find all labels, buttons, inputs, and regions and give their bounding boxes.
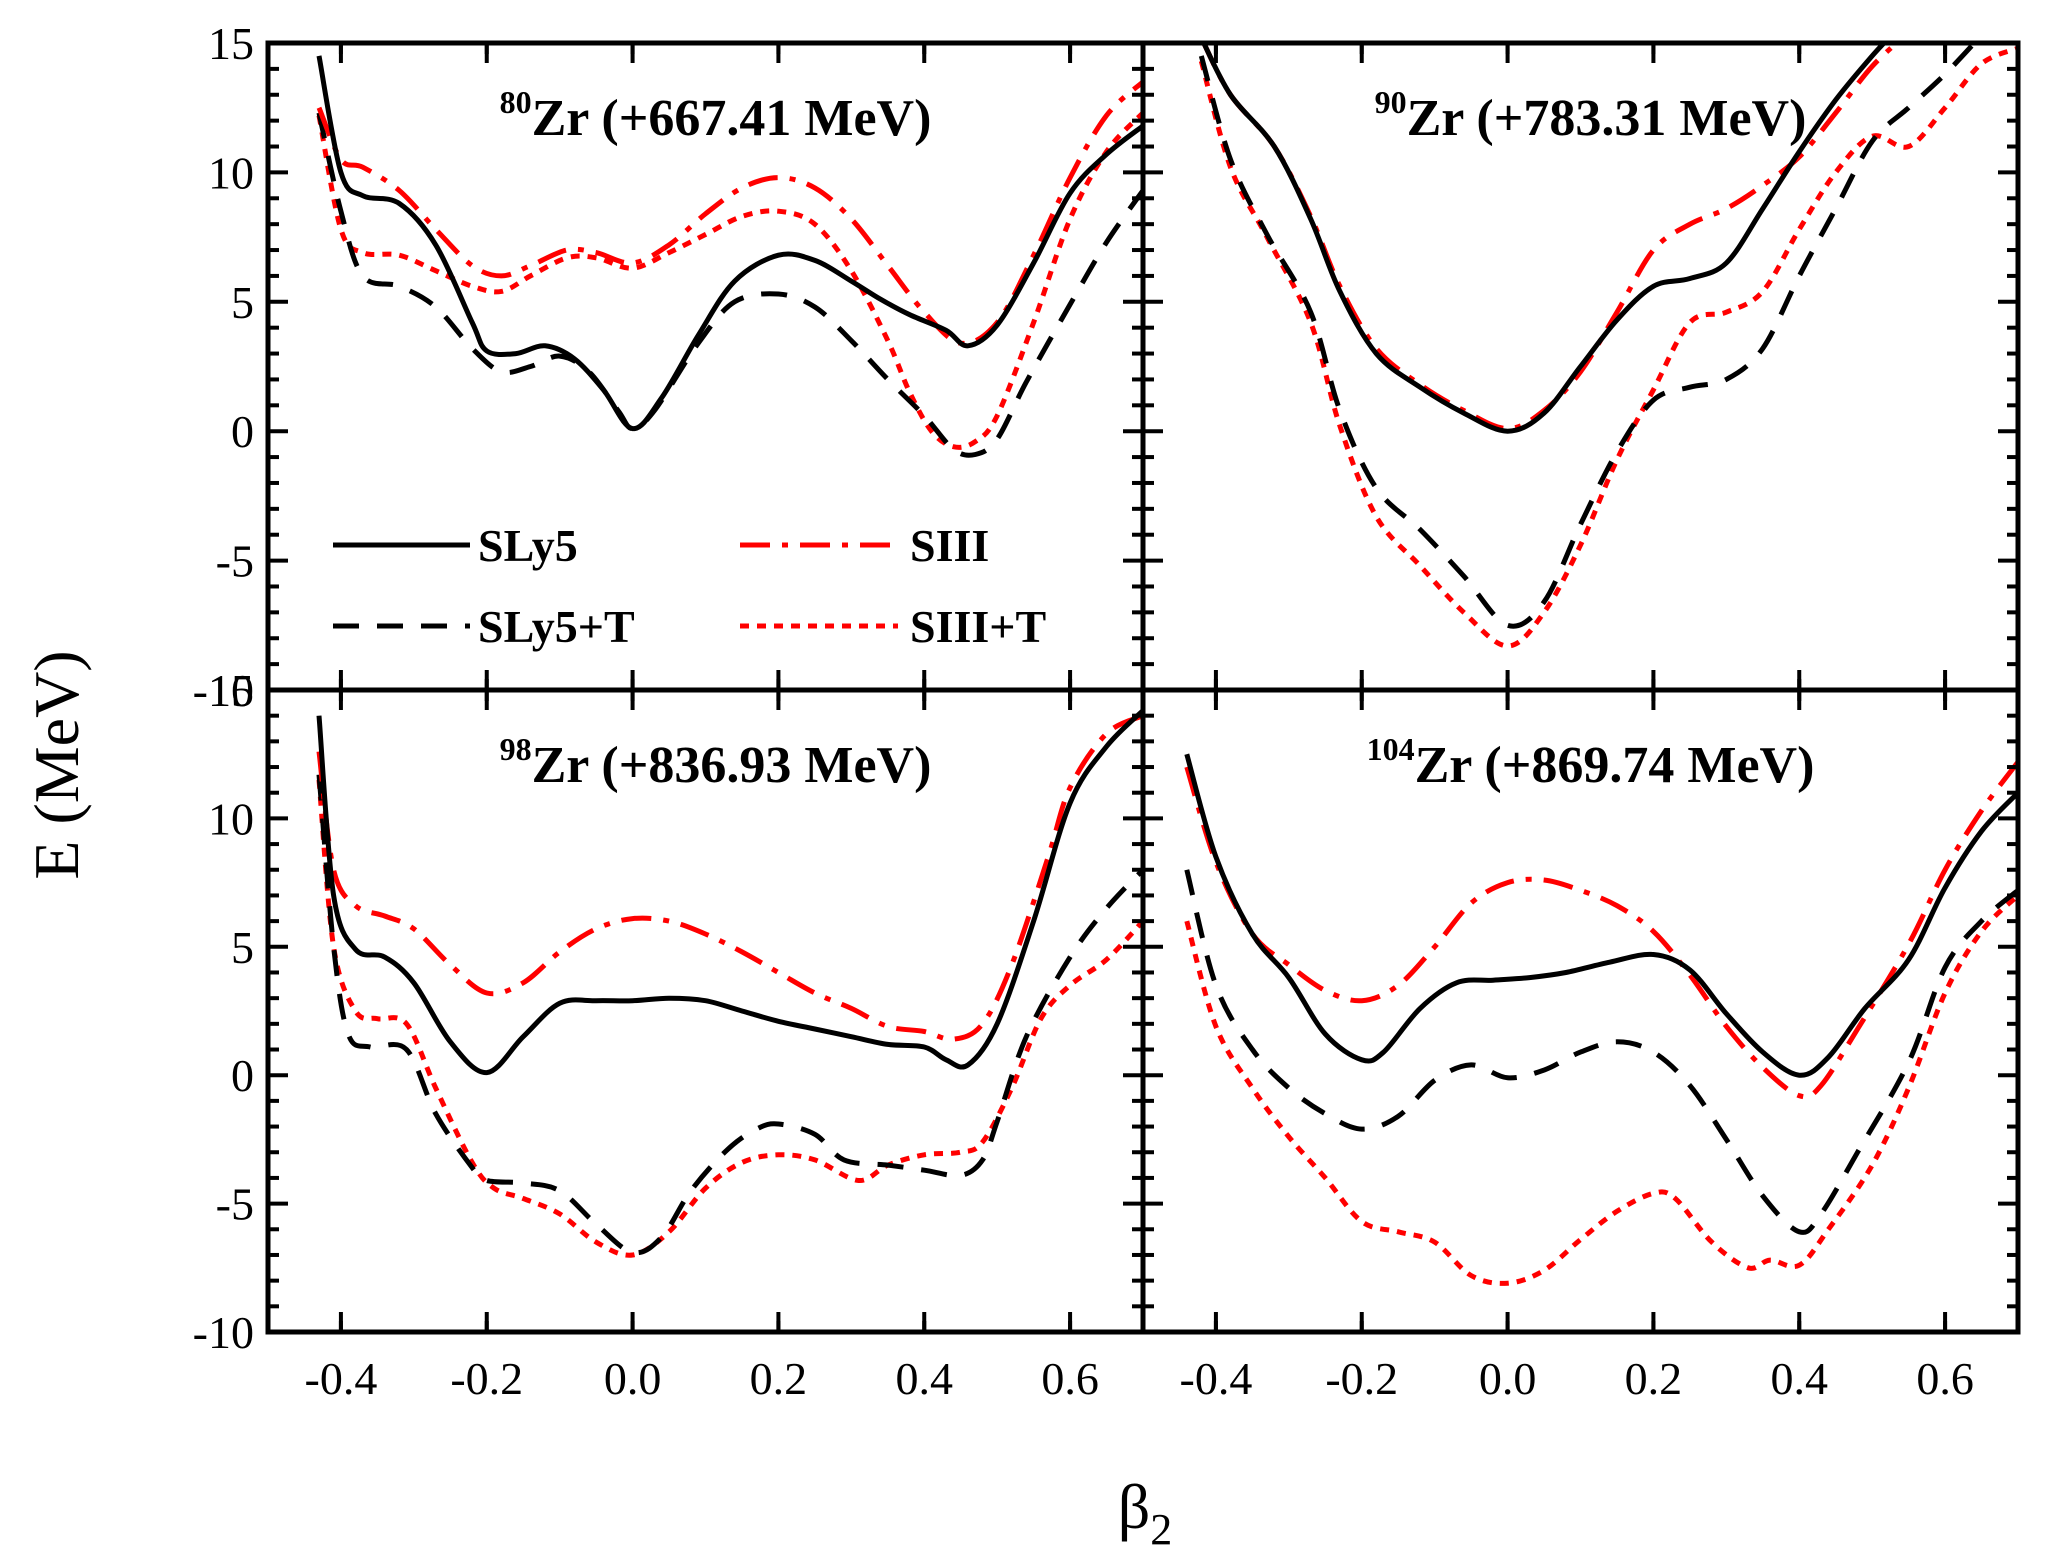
y-tick-label: 10: [208, 793, 254, 844]
legend-label-sly5t: SLy5+T: [478, 601, 635, 652]
panel-90Zr: 90Zr (+783.31 MeV): [1140, 40, 2021, 693]
panel-title: 104Zr (+869.74 MeV): [1367, 731, 1815, 794]
x-tick-label: -0.4: [1180, 1353, 1253, 1404]
panel-title: 90Zr (+783.31 MeV): [1375, 84, 1807, 147]
panel-curves: [1184, 753, 2018, 1286]
y-tick-label: 0: [231, 406, 254, 457]
y-axis-label: E (MeV): [21, 650, 92, 879]
series-line-sly5: [1184, 753, 2018, 1078]
panel-title: 98Zr (+836.93 MeV): [500, 731, 932, 794]
x-tick-label: 0.2: [750, 1353, 808, 1404]
series-line-sly5: [316, 55, 1143, 432]
x-axis-title: β2: [1118, 1471, 1173, 1554]
panel-title-mass: 90: [1375, 84, 1407, 120]
y-tick-label: 15: [208, 18, 254, 69]
panel-frame: [1140, 687, 2021, 1335]
panel-title-text: Zr (+836.93 MeV): [532, 737, 932, 794]
panel-curves: [316, 708, 1143, 1258]
y-tick-label: 0: [231, 1050, 254, 1101]
panel-title-text: Zr (+783.31 MeV): [1407, 90, 1807, 147]
panel-title-mass: 98: [500, 731, 532, 767]
x-axis-label-symbol: β: [1118, 1471, 1151, 1542]
x-tick-label: -0.2: [450, 1353, 523, 1404]
panel-98Zr: -10 -5 0 5 10 15 -0.4 -0.2 0.0 0.2 0.4 0.6 98Zr (+83…: [193, 665, 1146, 1404]
x-axis-label-subscript: 2: [1150, 1505, 1172, 1554]
panel-title-mass: 80: [500, 84, 532, 120]
series-line-sly5t: [316, 774, 1143, 1256]
series-line-sly5t: [1198, 43, 1978, 629]
x-tick-label: 0.0: [604, 1353, 662, 1404]
plot-area: -10 -5 0 5 10 15 80Zr (+667.41 MeV) 90Zr (+783.…: [193, 18, 2021, 1404]
legend-label-siiit: SIII+T: [910, 601, 1046, 652]
x-tick-label: -0.2: [1325, 1353, 1398, 1404]
y-tick-label: 10: [208, 147, 254, 198]
y-axis-title: E (MeV): [21, 650, 92, 879]
x-tick-label: 0.6: [1916, 1353, 1974, 1404]
panel-title: 80Zr (+667.41 MeV): [500, 84, 932, 147]
x-axis-label: β2: [1118, 1471, 1173, 1554]
panel-title-mass: 104: [1367, 731, 1415, 767]
x-tick-label: 0.2: [1625, 1353, 1683, 1404]
x-tick-label: 0.0: [1479, 1353, 1537, 1404]
legend-label-sly5: SLy5: [478, 520, 578, 571]
y-tick-label: 5: [231, 277, 254, 328]
series-line-sly5t: [316, 112, 1143, 458]
y-tick-label: -5: [216, 1179, 254, 1230]
panel-104Zr: -0.4 -0.2 0.0 0.2 0.4 0.6 104Zr (+869.74 MeV): [1140, 687, 2021, 1404]
panel-title-text: Zr (+667.41 MeV): [532, 90, 932, 147]
panel-curves: [1198, 43, 2018, 649]
series-line-sly5t: [1184, 869, 2018, 1235]
series-line-sly5: [1201, 43, 1888, 434]
x-tick-label: 0.4: [1771, 1353, 1829, 1404]
series-line-siiit: [1198, 45, 2018, 649]
y-tick-label: -10: [193, 1307, 254, 1358]
legend-label-siii: SIII: [910, 520, 989, 571]
x-tick-label: 0.6: [1041, 1353, 1099, 1404]
series-line-siiit: [1184, 893, 2018, 1286]
panel-80Zr: -10 -5 0 5 10 15 80Zr (+667.41 MeV): [193, 18, 1146, 716]
y-tick-label: -5: [216, 536, 254, 587]
panel-title-text: Zr (+869.74 MeV): [1415, 737, 1815, 794]
y-tick-label: 15: [208, 665, 254, 716]
panel-curves: [316, 55, 1143, 458]
series-line-siii: [1184, 760, 2018, 1100]
series-line-sly5: [316, 708, 1143, 1076]
x-tick-label: -0.4: [305, 1353, 378, 1404]
series-line-siii: [316, 713, 1143, 1042]
series-line-siiit: [316, 111, 1143, 450]
series-line-siiit: [316, 779, 1143, 1258]
x-tick-label: 0.4: [896, 1353, 954, 1404]
legend: SLy5 SIII SLy5+T SIII+T: [333, 520, 1046, 652]
y-tick-label: 5: [231, 922, 254, 973]
y-tick-label: -10: [193, 665, 254, 716]
